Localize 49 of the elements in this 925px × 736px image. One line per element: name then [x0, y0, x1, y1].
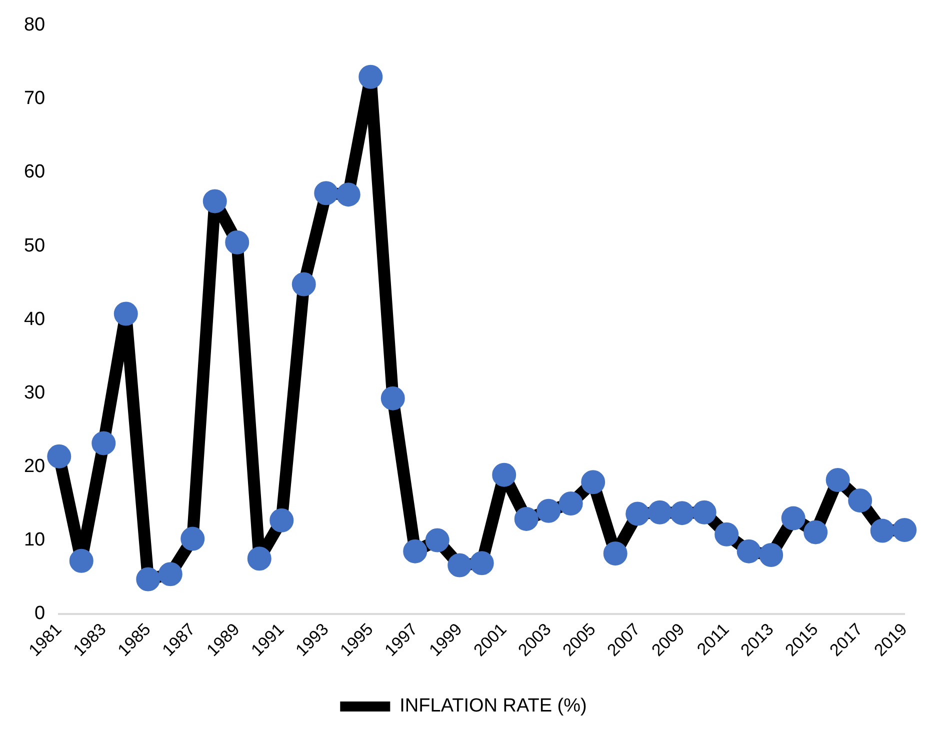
- point: [202, 189, 227, 214]
- point: [470, 551, 494, 576]
- y-tick-label: 80: [24, 14, 46, 36]
- y-tick-label: 20: [24, 456, 46, 477]
- y-tick-label: 50: [24, 235, 46, 256]
- point: [336, 182, 360, 207]
- point: [492, 462, 516, 487]
- point: [781, 506, 806, 530]
- point: [826, 468, 850, 492]
- point: [425, 528, 450, 552]
- y-tick-label: 40: [24, 308, 46, 330]
- point: [692, 500, 716, 524]
- point: [870, 518, 894, 543]
- point: [804, 520, 828, 544]
- point: [714, 522, 739, 546]
- point: [380, 386, 405, 410]
- point: [581, 470, 606, 494]
- y-tick-label: 0: [34, 603, 46, 624]
- point: [180, 526, 205, 551]
- y-tick-label: 70: [24, 88, 46, 110]
- legend-label: INFLATION RATE (%): [400, 696, 587, 717]
- y-tick-label: 30: [24, 382, 46, 404]
- point: [514, 506, 538, 531]
- point: [270, 508, 294, 532]
- point: [247, 546, 272, 571]
- point: [69, 548, 94, 573]
- point: [603, 542, 628, 566]
- point: [358, 64, 383, 89]
- point: [47, 444, 72, 468]
- point: [736, 539, 761, 564]
- point: [225, 230, 250, 254]
- y-tick-label: 60: [24, 162, 46, 183]
- point: [759, 542, 784, 567]
- point: [892, 518, 917, 542]
- point: [292, 272, 316, 296]
- y-tick-label: 10: [24, 530, 46, 551]
- point: [448, 553, 472, 578]
- point: [314, 181, 338, 206]
- point: [92, 431, 116, 456]
- point: [158, 562, 182, 586]
- point: [670, 501, 694, 526]
- point: [626, 502, 650, 526]
- point: [558, 492, 583, 516]
- point: [848, 488, 872, 513]
- point: [648, 500, 672, 524]
- point: [536, 498, 561, 523]
- point: [136, 567, 160, 592]
- point: [114, 302, 138, 326]
- point: [403, 539, 428, 564]
